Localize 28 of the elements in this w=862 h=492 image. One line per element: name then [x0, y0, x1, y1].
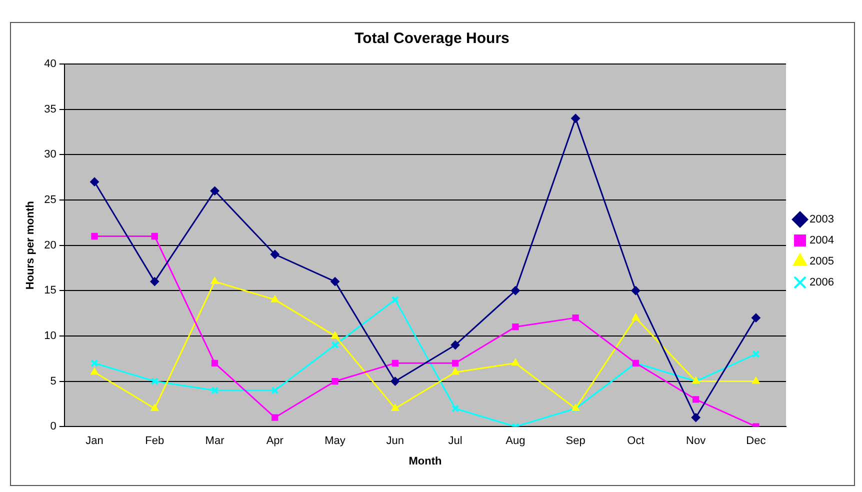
x-tick-label: May: [324, 435, 346, 448]
x-tick-label: Nov: [686, 435, 706, 448]
x-tick-label: Oct: [627, 435, 644, 448]
x-tick-label: Apr: [266, 435, 284, 448]
y-tick-label: 5: [50, 375, 56, 388]
x-tick-label: Jul: [448, 435, 462, 448]
y-tick-label: 40: [44, 58, 56, 70]
x-tick-label: Jun: [386, 435, 404, 448]
y-tick-label: 10: [44, 330, 56, 342]
y-tick-label: 15: [44, 284, 56, 297]
x-tick-label: Feb: [145, 435, 164, 448]
y-tick-label: 0: [50, 420, 56, 433]
legend-label: 2003: [810, 214, 834, 226]
legend-label: 2005: [810, 256, 834, 268]
x-tick-label: Jan: [86, 435, 104, 448]
x-tick-label: Aug: [506, 435, 526, 448]
y-tick-label: 20: [44, 239, 56, 252]
x-tick-label: Dec: [746, 435, 766, 448]
x-tick-label: Sep: [566, 435, 586, 448]
chart-title: Total Coverage Hours: [354, 30, 510, 48]
legend-label: 2004: [810, 234, 834, 247]
x-tick-label: Mar: [205, 435, 225, 448]
y-axis-title: Hours per month: [24, 200, 37, 290]
y-tick-label: 30: [44, 148, 56, 161]
y-tick-label: 35: [44, 103, 56, 116]
y-tick-label: 25: [44, 194, 56, 206]
x-axis-title: Month: [408, 455, 442, 468]
legend-label: 2006: [810, 276, 834, 289]
